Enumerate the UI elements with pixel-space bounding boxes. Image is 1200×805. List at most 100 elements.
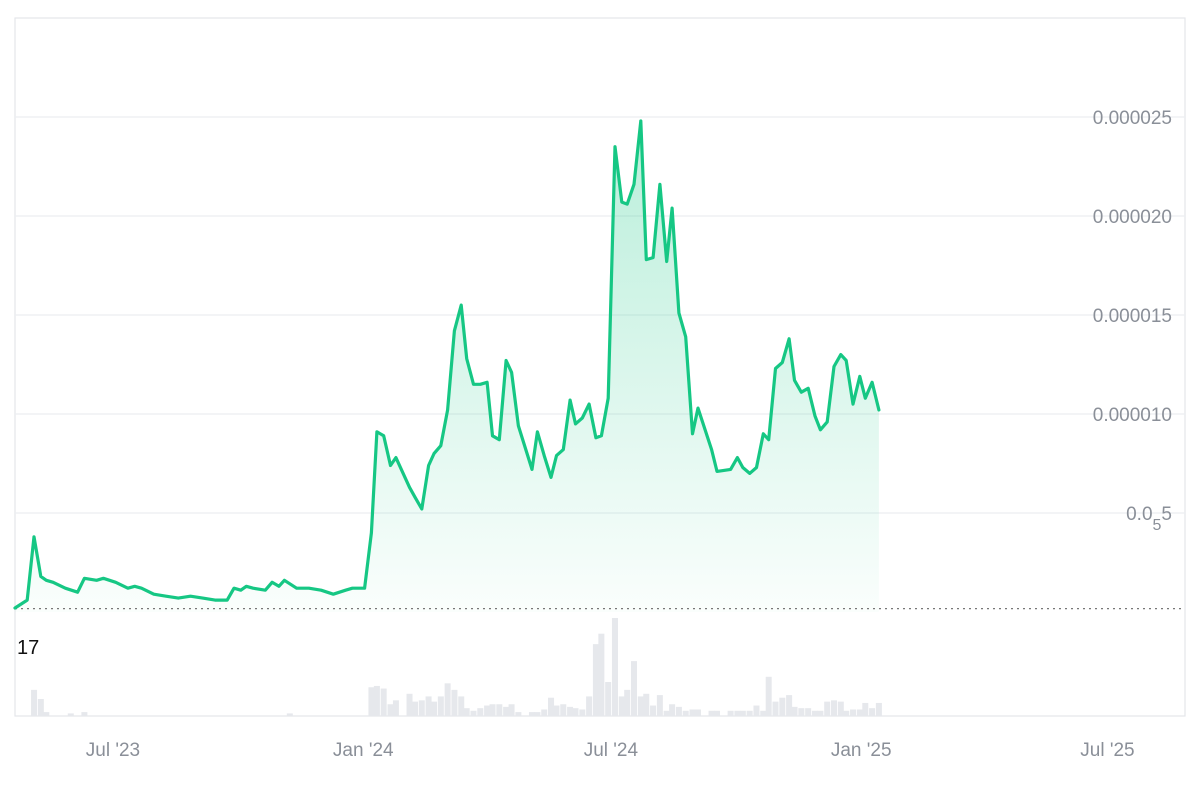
volume-bar bbox=[631, 661, 638, 716]
volume-bar bbox=[598, 633, 605, 716]
volume-bar bbox=[368, 687, 375, 716]
volume-bar bbox=[682, 710, 689, 716]
volume-bar bbox=[37, 699, 44, 716]
volume-bar bbox=[572, 708, 579, 716]
volume-bar bbox=[541, 709, 548, 716]
volume-bar bbox=[689, 709, 696, 716]
volume-bar bbox=[714, 710, 720, 716]
volume-bar bbox=[553, 705, 560, 716]
volume-bar bbox=[586, 696, 593, 716]
volume-bar bbox=[637, 696, 644, 716]
volume-bar bbox=[567, 706, 574, 716]
volume-bar bbox=[618, 696, 625, 716]
volume-bar bbox=[458, 696, 465, 716]
volume-bar bbox=[663, 710, 670, 716]
x-tick-label: Jul '25 bbox=[1080, 740, 1134, 761]
x-tick-label: Jul '23 bbox=[86, 740, 140, 761]
y-tick-label: 0.055 bbox=[1126, 504, 1172, 534]
volume-bar bbox=[380, 688, 387, 716]
y-tick-label: 0.000015 bbox=[1093, 306, 1172, 327]
volume-bars bbox=[31, 618, 882, 716]
volume-bar bbox=[831, 700, 837, 716]
volume-bar bbox=[425, 696, 432, 716]
volume-bar bbox=[508, 704, 515, 716]
volume-bar bbox=[798, 708, 805, 716]
volume-bar bbox=[451, 689, 458, 716]
volume-bar bbox=[856, 709, 863, 716]
volume-bar bbox=[534, 712, 541, 716]
volume-bar bbox=[411, 701, 418, 716]
volume-bar bbox=[656, 695, 663, 716]
volume-bar bbox=[811, 710, 818, 716]
price-area bbox=[15, 121, 879, 612]
y-tick-label: 0.000020 bbox=[1093, 207, 1172, 228]
volume-bar bbox=[31, 689, 38, 716]
volume-bar bbox=[548, 697, 555, 716]
volume-bar bbox=[760, 710, 767, 716]
volume-bar bbox=[650, 705, 657, 716]
volume-bar bbox=[734, 710, 741, 716]
volume-bar bbox=[727, 710, 734, 716]
volume-bar bbox=[477, 708, 484, 716]
volume-bar bbox=[387, 704, 394, 716]
volume-bar bbox=[875, 702, 882, 716]
volume-bar bbox=[515, 712, 522, 716]
grid-lines bbox=[15, 116, 1185, 514]
volume-bar bbox=[418, 700, 425, 716]
volume-bar bbox=[753, 705, 760, 716]
volume-bar bbox=[862, 702, 869, 716]
volume-bar bbox=[392, 700, 399, 716]
volume-bar bbox=[669, 704, 676, 716]
x-tick-label: Jan '24 bbox=[333, 740, 394, 761]
volume-bar bbox=[437, 696, 444, 716]
volume-bar bbox=[484, 705, 491, 716]
y-tick-label: 0.000010 bbox=[1093, 405, 1172, 426]
volume-bar bbox=[779, 697, 786, 716]
y-axis: 0.000025 0.000020 0.000015 0.000010 0.055 bbox=[1093, 108, 1172, 534]
y-tick-label: 0.000025 bbox=[1093, 108, 1172, 129]
volume-bar bbox=[708, 710, 715, 716]
volume-bar bbox=[837, 701, 844, 716]
volume-bar bbox=[817, 710, 824, 716]
volume-bar bbox=[643, 693, 650, 716]
volume-bar bbox=[765, 676, 772, 716]
volume-bar bbox=[406, 693, 413, 716]
volume-bar bbox=[496, 704, 503, 716]
volume-bar bbox=[286, 713, 293, 716]
volume-bar bbox=[772, 701, 779, 716]
x-tick-label: Jul '24 bbox=[584, 740, 639, 761]
volume-bar bbox=[805, 708, 812, 716]
x-tick-label: Jan '25 bbox=[831, 740, 892, 761]
volume-bar bbox=[489, 704, 496, 716]
volume-bar bbox=[528, 712, 535, 716]
volume-bar bbox=[43, 712, 50, 716]
volume-bar bbox=[592, 644, 599, 716]
volume-bar bbox=[560, 704, 567, 716]
volume-bar bbox=[791, 706, 798, 716]
volume-bar bbox=[463, 708, 470, 716]
volume-bar bbox=[579, 709, 586, 716]
volume-bar bbox=[444, 683, 451, 716]
volume-bar bbox=[824, 701, 831, 716]
start-price-label: 17 bbox=[17, 637, 39, 659]
volume-bar bbox=[431, 701, 438, 716]
volume-bar bbox=[624, 689, 631, 716]
volume-bar bbox=[81, 712, 88, 716]
volume-bar bbox=[675, 706, 682, 716]
volume-bar bbox=[850, 709, 857, 716]
volume-bar bbox=[503, 706, 510, 716]
volume-bar bbox=[786, 695, 793, 716]
volume-bar bbox=[605, 682, 612, 716]
volume-bar bbox=[611, 618, 618, 716]
volume-bar bbox=[470, 710, 477, 716]
volume-bar bbox=[739, 710, 746, 716]
x-axis: Jul '23 Jan '24 Jul '24 Jan '25 Jul '25 bbox=[86, 740, 1135, 761]
volume-bar bbox=[373, 685, 380, 716]
price-line bbox=[13, 119, 881, 610]
volume-bar bbox=[843, 710, 850, 716]
volume-bar bbox=[869, 708, 876, 716]
volume-bar bbox=[694, 709, 701, 716]
volume-bar bbox=[67, 713, 74, 716]
